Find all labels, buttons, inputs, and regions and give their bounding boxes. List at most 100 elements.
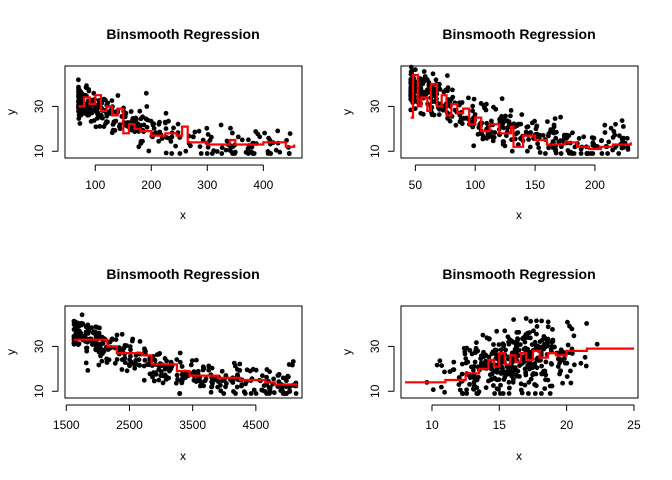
data-point [105,347,111,352]
data-point [445,88,450,94]
data-point [280,391,286,396]
data-point [228,125,233,131]
data-point [496,342,502,347]
panel-4: Binsmooth Regression x y 10 15 20 25 10 30 [340,266,641,463]
data-point [424,77,430,82]
data-point [129,338,135,344]
data-point [84,83,89,89]
data-point [506,391,512,396]
data-point [420,81,426,87]
data-point [556,139,562,145]
data-point [91,329,97,334]
data-point [77,87,82,93]
data-point [218,382,223,388]
data-point [177,350,183,356]
data-point [168,365,174,371]
data-point [544,340,550,345]
data-point [491,383,496,388]
data-point [445,73,450,78]
data-point [286,151,292,156]
data-point [602,130,608,135]
data-point [124,368,130,374]
data-point [471,96,477,102]
y-tick-label: 10 [32,384,46,398]
data-point [473,348,478,354]
data-point [519,112,525,117]
data-point [619,145,625,151]
data-point [79,312,85,318]
data-point [465,359,471,365]
data-point [517,342,523,347]
data-point [131,362,137,367]
data-point [500,120,506,126]
data-point [523,372,529,378]
data-point [489,376,494,382]
data-point [483,385,489,391]
data-point [621,135,626,141]
data-point [456,382,462,387]
data-point [599,151,605,156]
data-point [84,329,90,335]
data-point [546,145,551,151]
data-point [475,131,481,137]
data-point [224,138,230,144]
data-point [219,145,225,151]
data-point [509,148,515,154]
binsmooth-line [405,347,634,384]
data-point [499,358,504,364]
data-point [431,112,437,118]
data-point [591,135,597,141]
data-point [169,151,175,156]
data-point [555,364,561,369]
data-point [565,148,571,153]
data-point [528,335,533,341]
data-point [287,131,293,137]
data-point [535,141,540,147]
data-point [611,129,617,134]
data-point [98,112,104,118]
data-point [144,104,150,109]
data-point [492,130,498,135]
data-point [433,77,439,83]
data-point [532,391,538,396]
chart-title: Binsmooth Regression [442,266,595,282]
data-point [481,354,487,359]
data-point [481,349,486,355]
data-point [457,387,463,393]
data-point [158,369,164,375]
data-point [72,322,78,327]
data-point [171,125,176,131]
data-point [531,328,536,334]
data-point [502,375,508,380]
data-point [136,362,142,368]
data-point [551,122,557,128]
data-point [127,353,133,359]
y-axis-label: y [340,109,354,115]
data-point [568,368,573,374]
data-point [541,334,547,339]
data-point [197,379,203,384]
data-point [259,387,265,393]
data-point [201,365,206,371]
data-point [237,368,243,373]
data-point [76,329,81,335]
data-point [162,119,168,125]
data-point [192,129,198,135]
data-point [266,135,271,141]
data-point [264,367,270,372]
y-tick-label: 10 [368,384,382,398]
data-point [463,356,469,361]
data-point [76,341,82,347]
x-tick-label: 20 [560,418,574,432]
data-point [205,132,211,137]
data-point [621,124,626,129]
data-point [434,362,440,368]
data-point [511,317,516,322]
data-point [547,383,553,389]
data-point [284,378,289,384]
data-point [219,378,225,384]
x-tick-label: 15 [493,418,507,432]
data-point [464,115,470,121]
y-tick-label: 30 [368,339,382,353]
data-point [95,325,100,330]
